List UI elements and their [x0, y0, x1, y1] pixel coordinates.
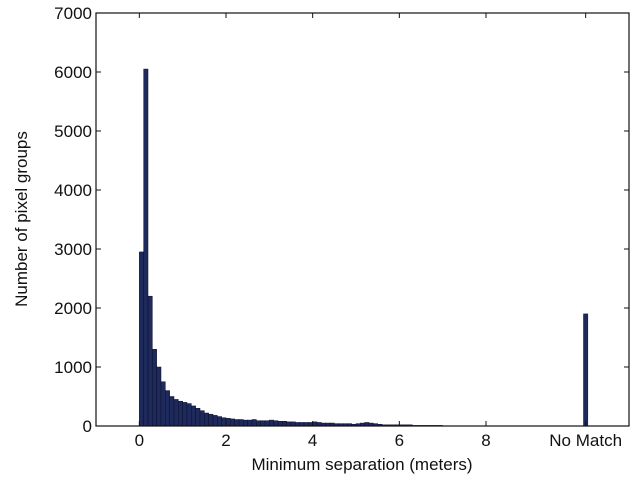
y-tick-label: 2000: [54, 299, 92, 318]
histogram-bar: [260, 420, 266, 427]
y-tick-label: 4000: [54, 181, 92, 200]
x-tick-label: 8: [481, 431, 490, 450]
y-tick-label: 3000: [54, 240, 92, 259]
histogram-bar: [282, 421, 287, 427]
histogram-bar: [225, 418, 231, 427]
y-tick-label: 5000: [54, 122, 92, 141]
histogram-bar: [251, 419, 257, 427]
histogram-bar: [238, 419, 244, 427]
histogram-bar: [165, 390, 170, 427]
y-tick-label: 7000: [54, 4, 92, 23]
histogram-bar: [264, 420, 270, 427]
histogram-bar: [277, 421, 283, 427]
histogram-bar: [212, 415, 218, 427]
histogram-bar: [195, 408, 201, 427]
ticks-layer: [96, 12, 629, 427]
y-axis-title: Number of pixel groups: [12, 131, 31, 307]
histogram-bar: [160, 381, 166, 427]
x-tick-label: 0: [135, 431, 144, 450]
y-tick-label: 0: [83, 417, 92, 436]
histogram-bar: [204, 412, 209, 427]
histogram-bar: [269, 419, 274, 427]
histogram-bar: [199, 410, 205, 427]
histogram-bar: [191, 405, 196, 427]
y-tick-label: 1000: [54, 358, 92, 377]
histogram-bar: [312, 421, 318, 427]
histogram-bar: [286, 421, 292, 427]
x-tick-label: 6: [395, 431, 404, 450]
histogram-bar: [182, 402, 188, 427]
histogram-bar: [178, 400, 183, 427]
histogram-bar: [247, 419, 253, 427]
histogram-bar: [139, 251, 144, 427]
bars-layer: [139, 68, 589, 427]
histogram-bar: [143, 68, 149, 427]
histogram-bar: [221, 417, 227, 427]
histogram-bar: [173, 399, 179, 427]
plot-frame: [95, 12, 630, 427]
histogram-bar: [208, 413, 214, 427]
histogram-bar: [583, 313, 589, 427]
x-tick-label: 4: [308, 431, 317, 450]
histogram-bar: [290, 421, 296, 427]
histogram-bar: [186, 403, 192, 427]
y-tick-label: 6000: [54, 63, 92, 82]
x-tick-label: 2: [221, 431, 230, 450]
histogram-bar: [156, 366, 162, 427]
histogram-bar: [243, 419, 248, 427]
histogram-bar: [217, 416, 222, 427]
tick-labels-layer: 0 1000 2000 3000 4000 5000 6000 7000 0 2 4 6 8 No Mat…: [54, 4, 622, 450]
histogram-bar: [273, 420, 279, 427]
histogram-bar: [256, 420, 261, 427]
histogram-bar: [169, 396, 175, 427]
x-tick-label: No Match: [549, 431, 622, 450]
histogram-bar: [234, 419, 240, 427]
histogram-bar: [152, 349, 157, 427]
histogram-bar: [230, 418, 235, 427]
histogram-bar: [147, 295, 153, 427]
x-axis-title: Minimum separation (meters): [251, 455, 472, 474]
